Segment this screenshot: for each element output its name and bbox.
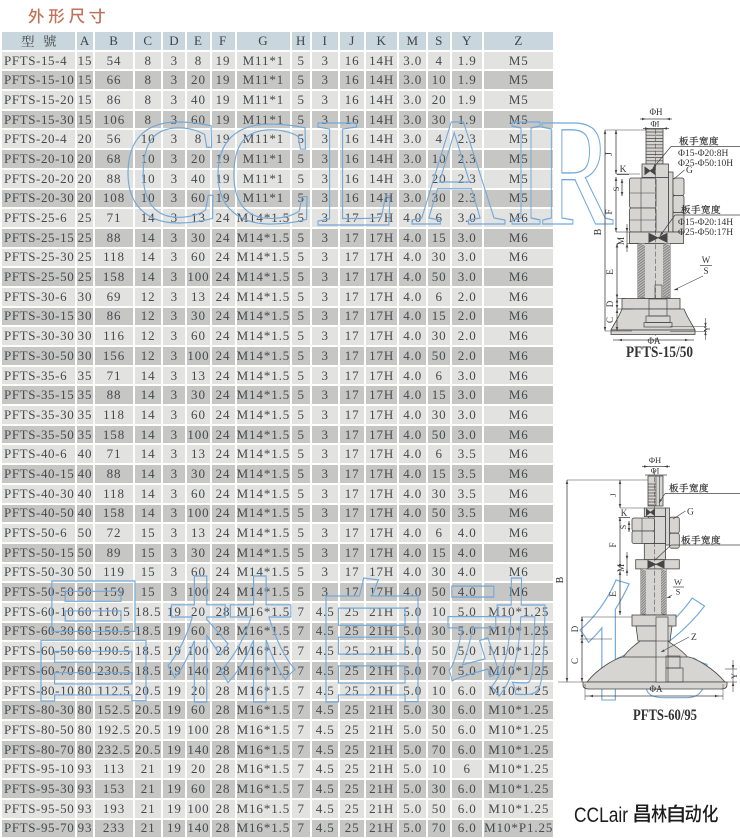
svg-text:S: S [676,587,681,597]
svg-text:S: S [703,266,708,276]
svg-text:J: J [605,152,615,156]
svg-text:F: F [605,209,615,214]
svg-text:PFTS-15/50: PFTS-15/50 [626,344,693,361]
svg-text:E: E [606,269,616,275]
svg-text:ΦA: ΦA [649,684,663,694]
svg-text:Y: Y [703,326,712,332]
svg-text:ΦH: ΦH [649,455,661,465]
svg-text:C: C [570,658,580,664]
svg-text:M: M [616,564,626,572]
svg-text:Y: Y [729,673,739,679]
svg-text:B: B [593,228,604,235]
svg-text:G: G [686,166,693,176]
svg-text:E: E [609,591,619,597]
svg-text:ΦI: ΦI [651,467,660,476]
svg-text:W: W [702,255,711,265]
svg-text:F: F [609,542,619,547]
svg-text:Φ15-Φ20:8H: Φ15-Φ20:8H [678,149,728,159]
svg-text:B: B [555,576,566,583]
svg-text:K: K [620,165,627,175]
svg-text:PFTS-60/95: PFTS-60/95 [633,707,697,724]
svg-text:CCLair: CCLair [574,803,628,827]
svg-text:J: J [608,493,618,497]
svg-text:ΦH: ΦH [649,107,663,117]
svg-text:Φ25-Φ50:17H: Φ25-Φ50:17H [678,228,733,238]
svg-text:Z: Z [691,633,697,643]
svg-text:D: D [570,625,580,632]
svg-text:W: W [674,577,682,587]
svg-text:Φ25-Φ50:10H: Φ25-Φ50:10H [678,159,733,169]
svg-text:S: S [619,525,628,529]
svg-text:G: G [687,508,694,518]
svg-text:ΦA: ΦA [647,336,661,346]
svg-text:Φ15-Φ20:14H: Φ15-Φ20:14H [678,218,733,228]
svg-text:M: M [616,237,626,245]
svg-text:K: K [621,508,628,518]
svg-text:D: D [605,300,615,307]
svg-text:C: C [605,317,615,323]
svg-text:ΦI: ΦI [650,119,659,129]
